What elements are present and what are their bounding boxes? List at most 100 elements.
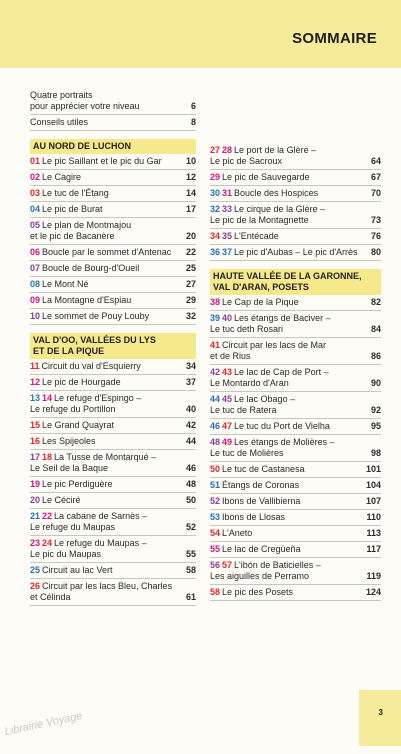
toc-entry: 07 Boucle de Bourg-d'Oueil 25: [30, 261, 196, 277]
toc-entry: Conseils utiles 8: [30, 115, 196, 131]
entry-line: 19 Le pic Perdiguère: [30, 479, 178, 490]
entry-title: L'Entécade: [234, 231, 279, 241]
toc-entry: 29 Le pic de Sauvegarde 67: [210, 170, 381, 186]
entry-page: 95: [370, 421, 381, 431]
toc-entry: 25 Circuit au lac Vert 58: [30, 563, 196, 579]
route-number: 22: [42, 511, 53, 521]
entry-title: Ibons de Llosas: [222, 512, 286, 522]
entry-title: La cabane de Sarnès –: [54, 511, 148, 521]
entry-page: 119: [366, 571, 381, 581]
entry-page: 80: [370, 247, 381, 257]
route-number: 58: [210, 587, 221, 597]
route-number: 46: [210, 421, 221, 431]
entry-page: 27: [185, 279, 196, 289]
route-number: 57: [222, 560, 233, 570]
entry-text: 12 Le pic de Hourgade: [30, 377, 178, 388]
entry-line: Le Montardo d'Aran: [210, 378, 363, 389]
entry-line: 02 Le Cagire: [30, 172, 178, 183]
entry-line: 12 Le pic de Hourgade: [30, 377, 178, 388]
entry-title: Le cirque de la Glère –: [234, 204, 326, 214]
entry-title: Le lac Obago –: [234, 394, 296, 404]
entry-line: 07 Boucle de Bourg-d'Oueil: [30, 263, 178, 274]
route-number: 45: [222, 394, 233, 404]
route-number: 28: [222, 145, 233, 155]
toc-entry: 10 Le sommet de Pouy Louby 32: [30, 309, 196, 325]
entry-line: 44 45 Le lac Obago –: [210, 394, 363, 405]
toc-entry: 09 La Montagne d'Espiau 29: [30, 293, 196, 309]
toc-entry: 01 Le pic Saillant et le pic du Gar 10: [30, 154, 196, 170]
route-number: 24: [42, 538, 53, 548]
entry-title: Le pic de Burat: [42, 204, 103, 214]
entry-text: 42 43 Le lac de Cap de Port – Le Montardo d…: [210, 367, 363, 389]
entry-title: Étangs de Coronas: [222, 480, 300, 490]
toc-entry: 54 L'Aneto 113: [210, 526, 381, 542]
entry-line: 55 Le lac de Cregüeña: [210, 544, 363, 555]
entry-text: 39 40 Les étangs de Baciver – Le tuc deth R…: [210, 313, 363, 335]
toc-entry: 52 Ibons de Vallibierna 107: [210, 494, 381, 510]
toc-column: 27 28 Le port de la Glère – Le pic de Sacro…: [210, 143, 381, 609]
entry-page: 12: [185, 172, 196, 182]
entry-line: Le tuc de Molières: [210, 448, 363, 459]
heading-line: VAL D'ARAN, POSETS: [213, 282, 309, 292]
entry-page: 40: [185, 404, 196, 414]
route-number: 30: [210, 188, 221, 198]
entry-title: Le Cap de la Pique: [222, 297, 299, 307]
section-heading: VAL D'OO, VALLÉES DU LYS ET DE LA PIQUE: [30, 333, 196, 359]
entry-page: 32: [185, 311, 196, 321]
route-number: 36: [210, 247, 221, 257]
entry-text: 53 Ibons de Llosas: [210, 512, 363, 523]
route-number: 33: [222, 204, 233, 214]
entry-title: Le tuc de Ratera: [210, 405, 277, 415]
entry-title: Circuit au lac Vert: [42, 565, 113, 575]
entry-text: 16 Les Spijeoles: [30, 436, 178, 447]
entry-title: Le pic Perdiguère: [42, 479, 113, 489]
entry-title: Le Mont Né: [42, 279, 89, 289]
entry-text: 48 49 Les étangs de Molières – Le tuc de Mo…: [210, 437, 363, 459]
entry-line: 58 Le pic des Posets: [210, 587, 363, 598]
entry-title: La Tusse de Montarqué –: [54, 452, 157, 462]
route-number: 04: [30, 204, 41, 214]
route-number: 17: [30, 452, 41, 462]
entry-text: 38 Le Cap de la Pique: [210, 297, 363, 308]
entry-page: 10: [185, 156, 196, 166]
entry-line: 36 37 Le pic d'Aubas – Le pic d'Arrès: [210, 247, 363, 258]
entry-text: 44 45 Le lac Obago – Le tuc de Ratera: [210, 394, 363, 416]
entry-page: 110: [366, 512, 381, 522]
toc-entry: 16 Les Spijeoles 44: [30, 434, 196, 450]
toc-entry: 13 14 Le refuge d'Espingo – Le refuge du Po…: [30, 391, 196, 418]
entry-text: 07 Boucle de Bourg-d'Oueil: [30, 263, 178, 274]
entry-line: 42 43 Le lac de Cap de Port –: [210, 367, 363, 378]
route-number: 48: [210, 437, 221, 447]
entry-line: 50 Le tuc de Castanesa: [210, 464, 363, 475]
entry-text: 34 35 L'Entécade: [210, 231, 363, 242]
entry-line: 29 Le pic de Sauvegarde: [210, 172, 363, 183]
entry-line: Le Seil de la Baque: [30, 463, 178, 474]
entry-page: 76: [370, 231, 381, 241]
entry-text: 50 Le tuc de Castanesa: [210, 464, 363, 475]
entry-text: 02 Le Cagire: [30, 172, 178, 183]
entry-title: Les aiguilles de Perramo: [210, 571, 310, 581]
toc-entry: 51 Étangs de Coronas 104: [210, 478, 381, 494]
watermark: Librairie Voyage: [3, 709, 84, 739]
entry-title: Le tuc de Castanesa: [222, 464, 305, 474]
route-number: 29: [210, 172, 221, 182]
entry-title: Le Cagire: [42, 172, 82, 182]
route-number: 05: [30, 220, 41, 230]
entry-title: et le pic de Bacanère: [30, 231, 115, 241]
entry-page: 84: [370, 324, 381, 334]
toc-entry: 36 37 Le pic d'Aubas – Le pic d'Arrès 80: [210, 245, 381, 261]
toc-entry: 56 57 L'ibón de Baticielles – Les aiguilles…: [210, 558, 381, 585]
entry-line: pour apprécier votre niveau: [30, 101, 178, 112]
entry-line: 13 14 Le refuge d'Espingo –: [30, 393, 178, 404]
toc-entry: 04 Le pic de Burat 17: [30, 202, 196, 218]
entry-title: L'ibón de Baticielles –: [234, 560, 321, 570]
entry-page: 90: [370, 378, 381, 388]
entry-line: 11 Circuit du val d'Esquierry: [30, 361, 178, 372]
entry-line: Quatre portraits: [30, 90, 178, 101]
entry-text: 03 Le tuc de l'Étang: [30, 188, 178, 199]
route-number: 55: [210, 544, 221, 554]
route-number: 23: [30, 538, 41, 548]
entry-title: Le tuc du Port de Vielha: [234, 421, 330, 431]
heading-line: AU NORD DE LUCHON: [33, 141, 131, 151]
entry-text: 26 Circuit par les lacs Bleu, Charles et C…: [30, 581, 178, 603]
